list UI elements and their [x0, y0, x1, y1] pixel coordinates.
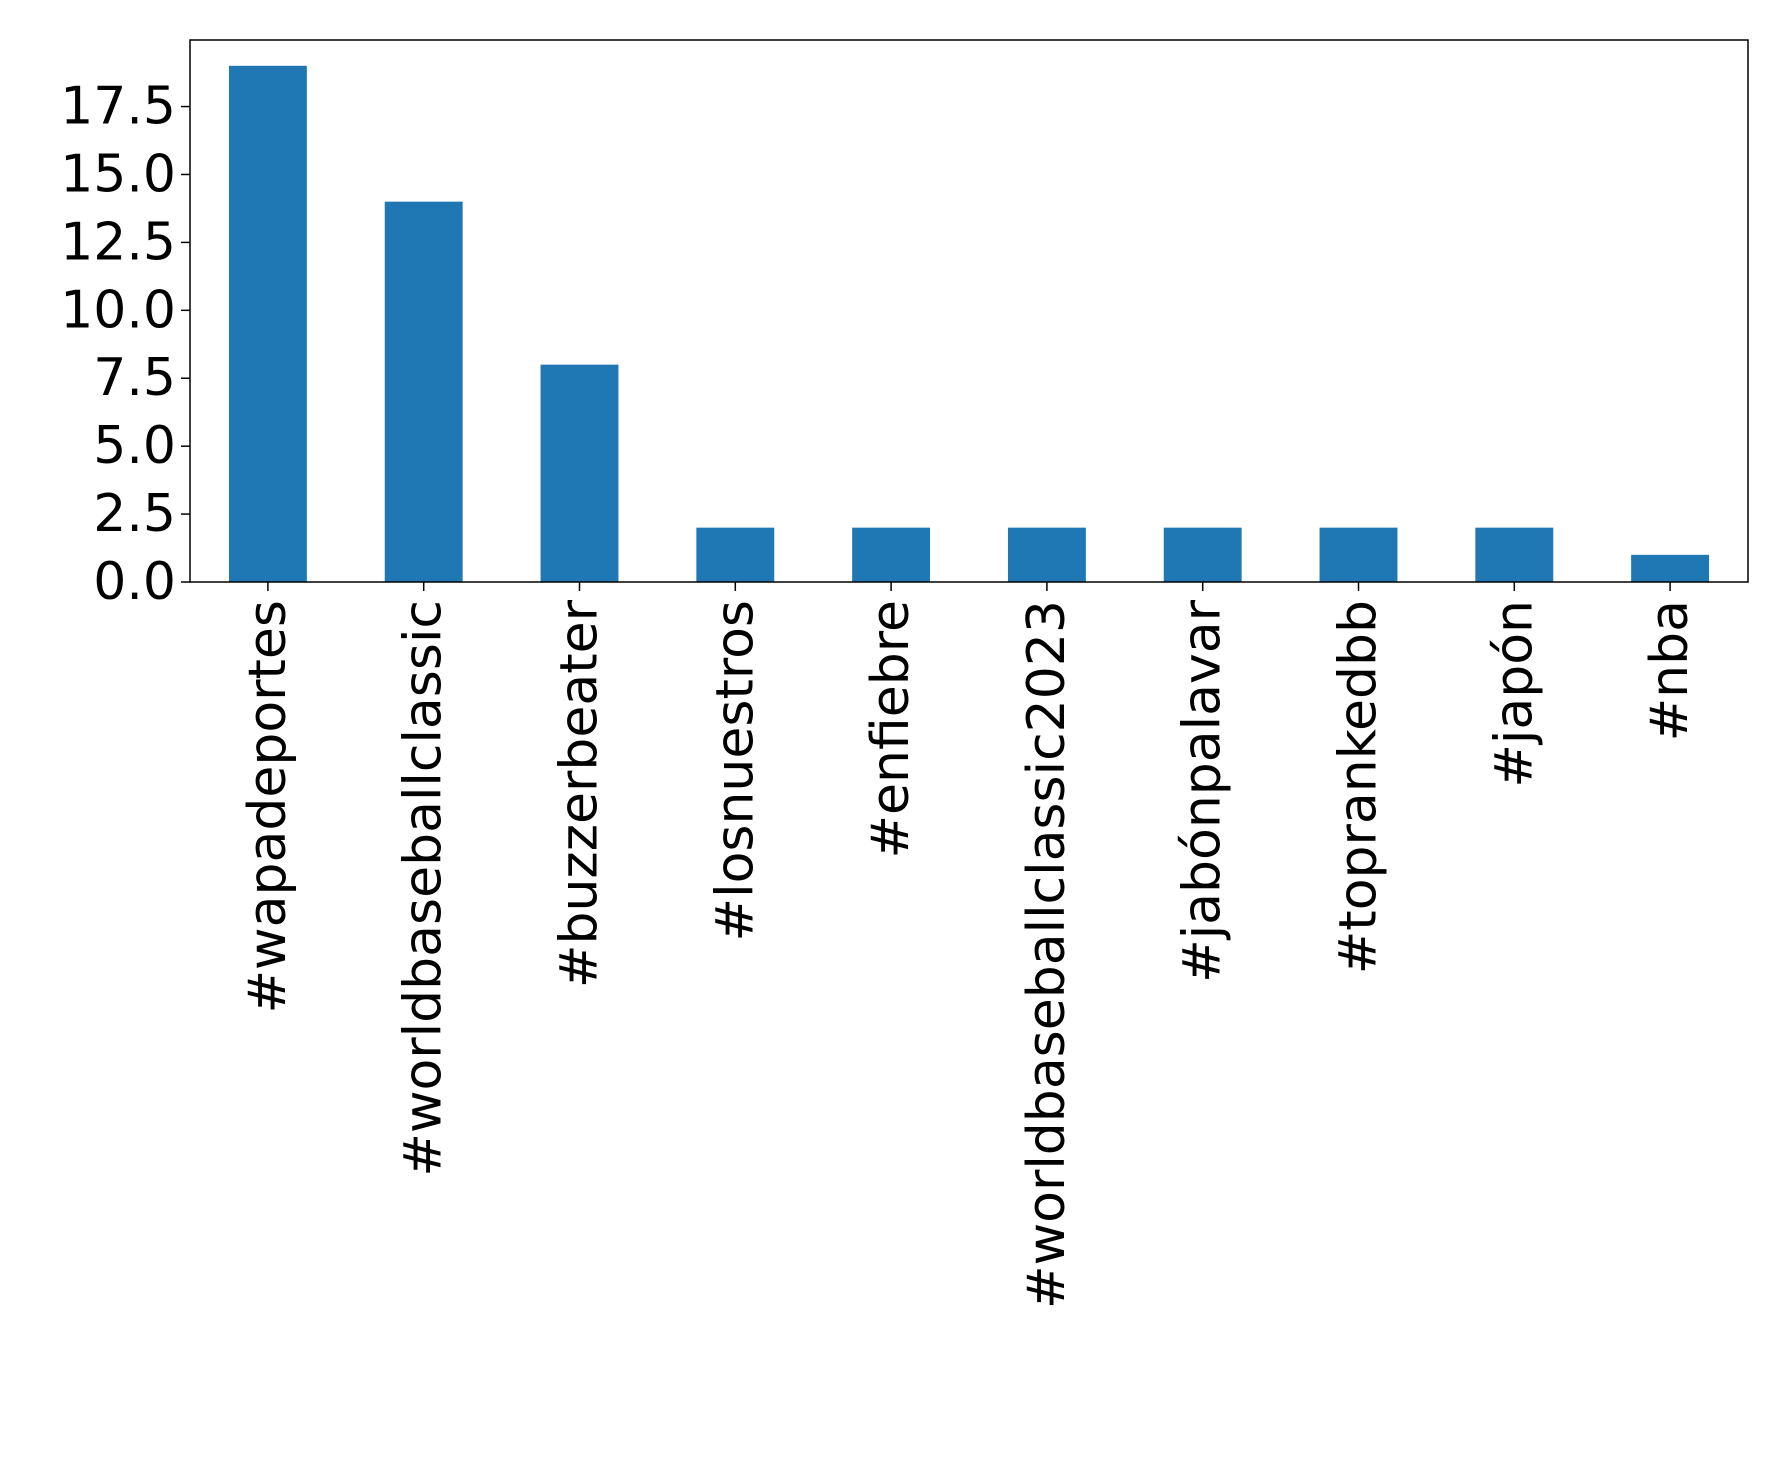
bar-0 [228, 65, 307, 583]
x-axis: #wapadeportes #worldbaseballclassic #buzze… [238, 582, 1700, 1309]
y-tick-label-5: 12.5 [60, 212, 176, 272]
x-tick-label-1: #worldbaseballclassic [394, 600, 454, 1177]
plot-frame [189, 39, 1749, 583]
bar-4 [852, 527, 931, 582]
bar-1 [384, 201, 463, 583]
x-tick-label-3: #losnuestros [705, 600, 765, 941]
x-tick-label-6: #jabónpalavar [1173, 599, 1233, 982]
y-tick-label-4: 10.0 [60, 280, 176, 340]
bar-2 [540, 364, 619, 582]
x-tick-label-0: #wapadeportes [238, 600, 298, 1014]
x-tick-label-8: #japón [1484, 600, 1544, 788]
y-tick-label-1: 2.5 [93, 484, 176, 544]
bar-6 [1163, 527, 1242, 582]
bar-7 [1319, 527, 1398, 582]
bars-group [228, 65, 1710, 583]
y-tick-label-6: 15.0 [60, 144, 176, 204]
x-tick-label-9: #nba [1640, 600, 1700, 741]
x-tick-label-5: #worldbaseballclassic2023 [1017, 600, 1077, 1309]
bar-5 [1007, 527, 1086, 582]
bar-9 [1631, 554, 1710, 582]
bar-3 [696, 527, 775, 582]
y-tick-label-0: 0.0 [93, 552, 176, 612]
bar-8 [1475, 527, 1554, 582]
x-tick-label-2: #buzzerbeater [550, 599, 610, 988]
x-tick-label-7: #toprankedbb [1329, 600, 1389, 974]
y-tick-label-7: 17.5 [60, 77, 176, 137]
y-tick-label-2: 5.0 [93, 416, 176, 476]
y-tick-label-3: 7.5 [93, 348, 176, 408]
x-tick-label-4: #enfiebre [861, 600, 921, 859]
y-axis: 0.0 2.5 5.0 7.5 10.0 12.5 15.0 17.5 [60, 77, 190, 612]
